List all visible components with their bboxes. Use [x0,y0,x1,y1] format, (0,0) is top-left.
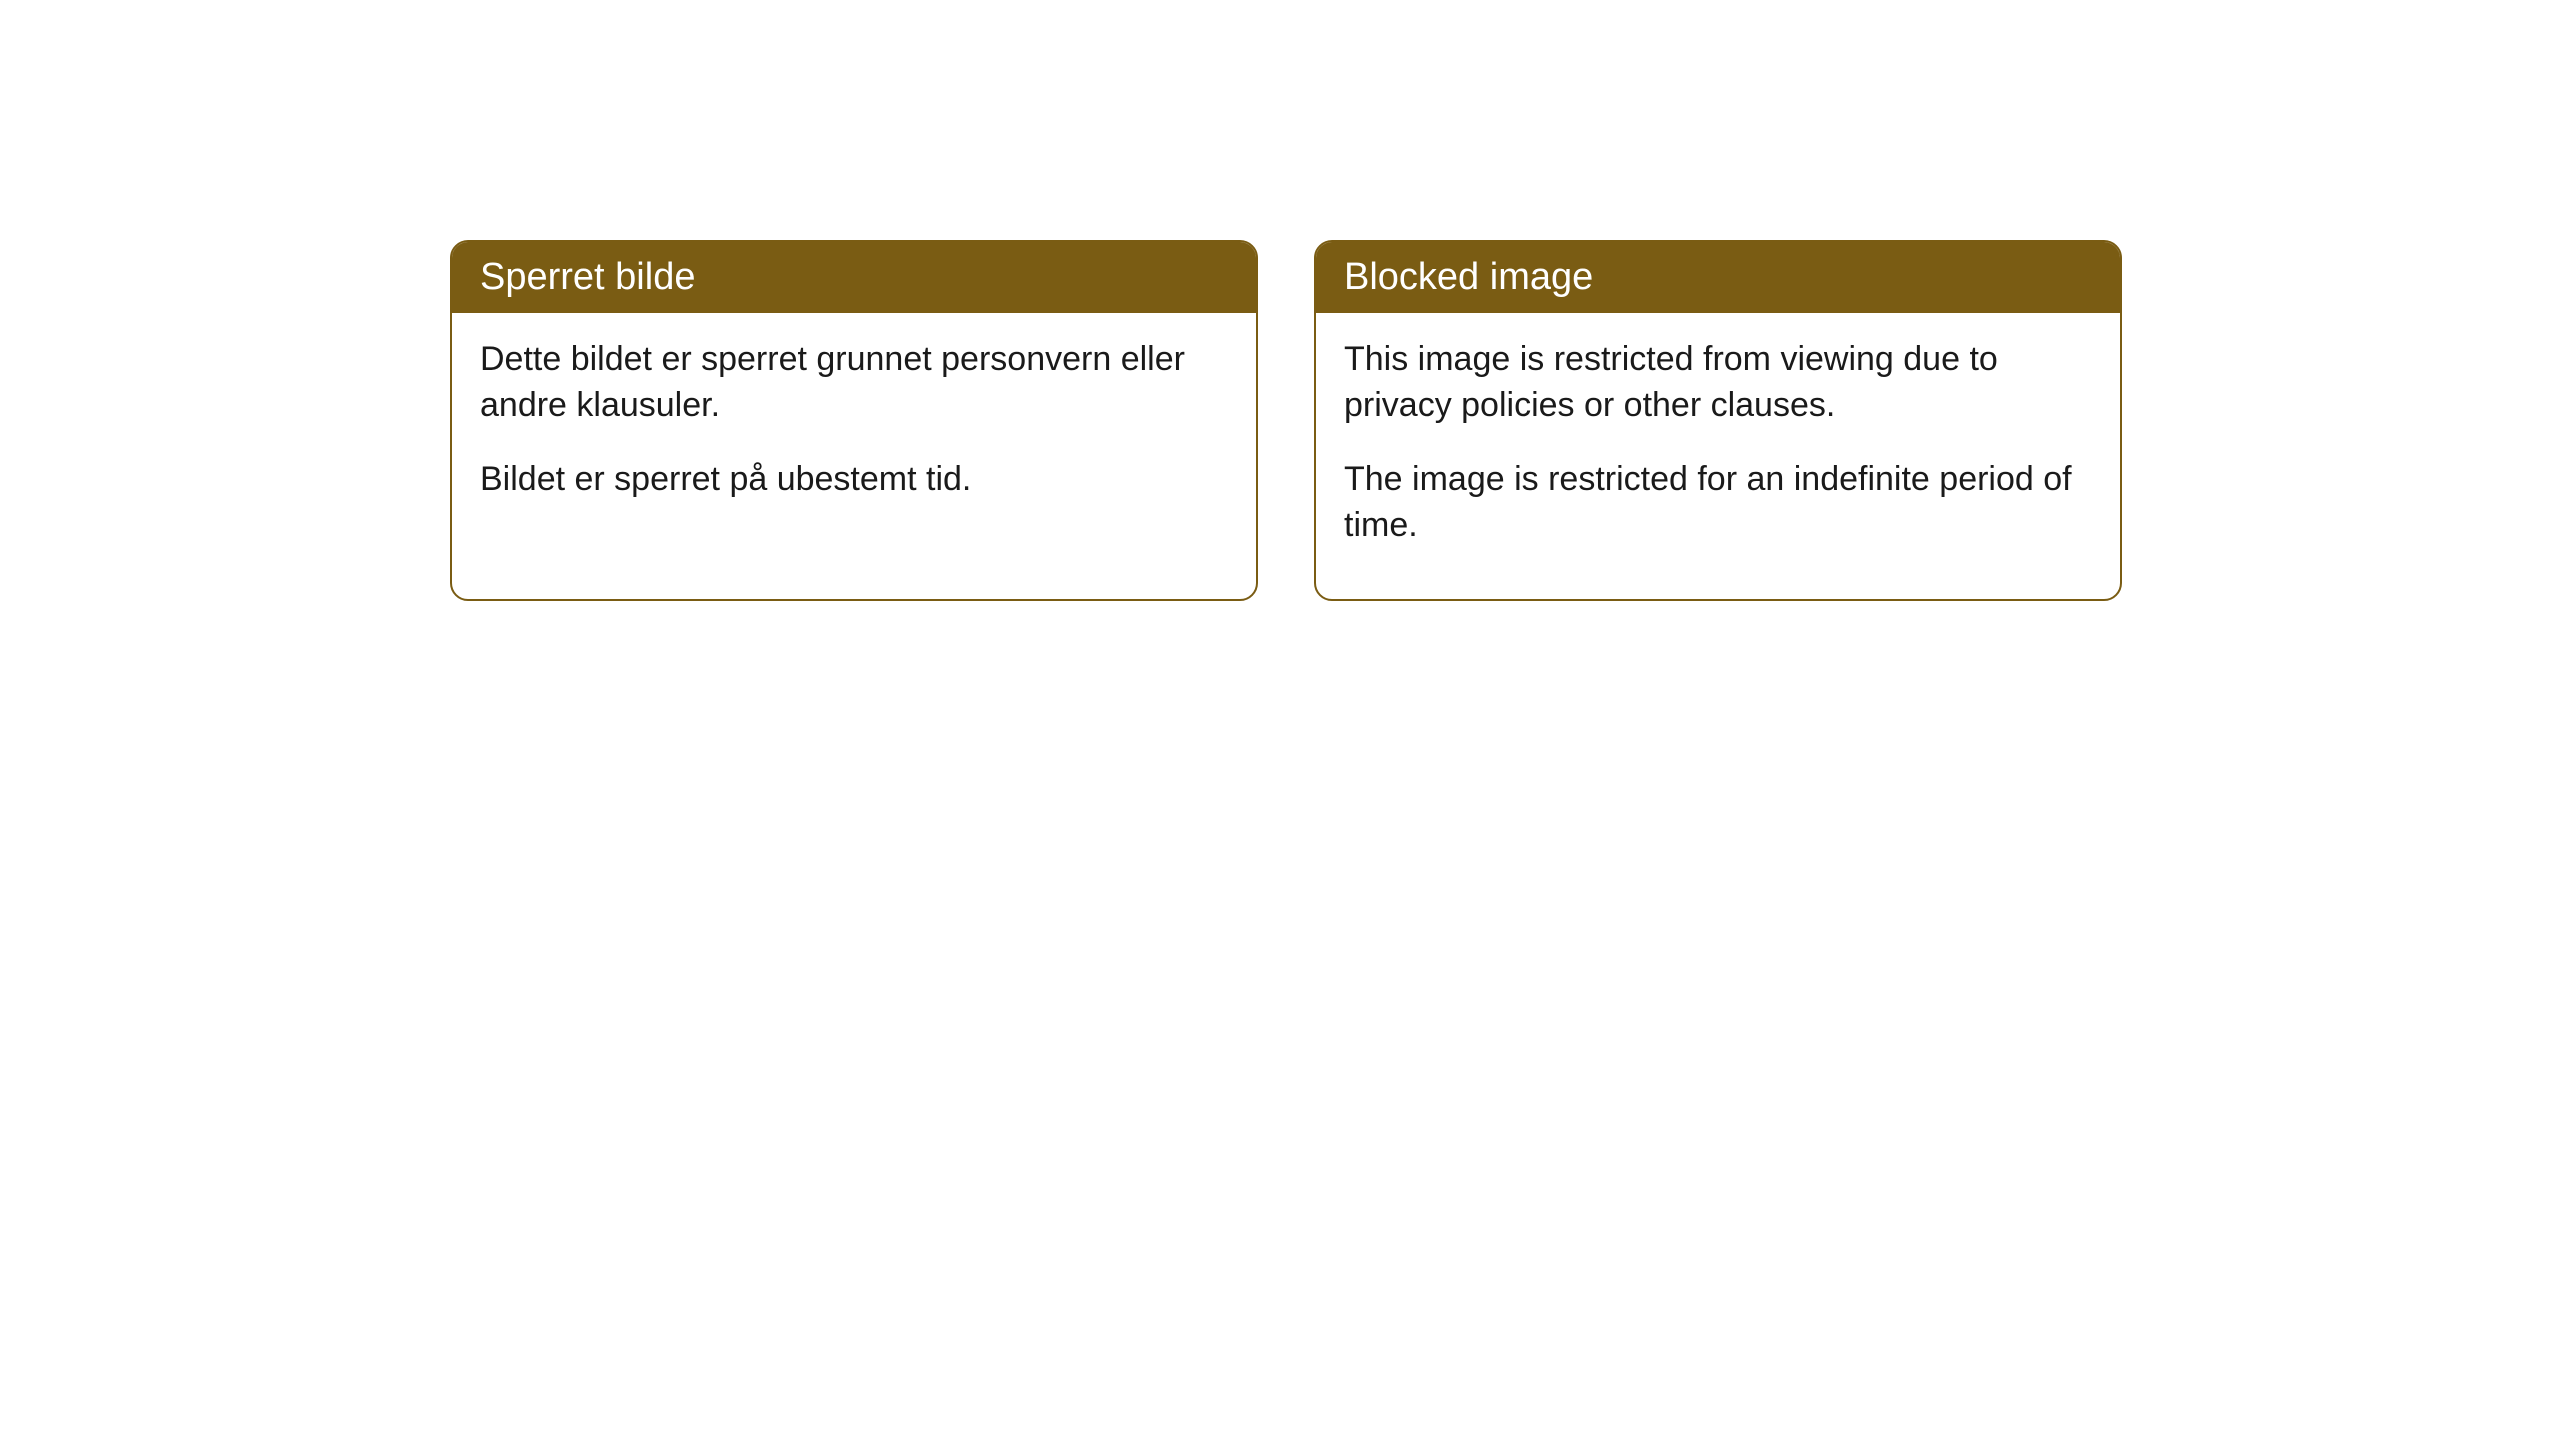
card-paragraph: The image is restricted for an indefinit… [1344,457,2092,549]
notice-card-english: Blocked image This image is restricted f… [1314,240,2122,601]
card-body: Dette bildet er sperret grunnet personve… [452,313,1256,553]
card-paragraph: This image is restricted from viewing du… [1344,337,2092,429]
notice-cards-container: Sperret bilde Dette bildet er sperret gr… [450,240,2122,601]
card-paragraph: Bildet er sperret på ubestemt tid. [480,457,1228,503]
card-title: Sperret bilde [480,256,695,298]
card-header: Sperret bilde [452,242,1256,313]
card-body: This image is restricted from viewing du… [1316,313,2120,599]
card-paragraph: Dette bildet er sperret grunnet personve… [480,337,1228,429]
card-title: Blocked image [1344,256,1593,298]
notice-card-norwegian: Sperret bilde Dette bildet er sperret gr… [450,240,1258,601]
card-header: Blocked image [1316,242,2120,313]
